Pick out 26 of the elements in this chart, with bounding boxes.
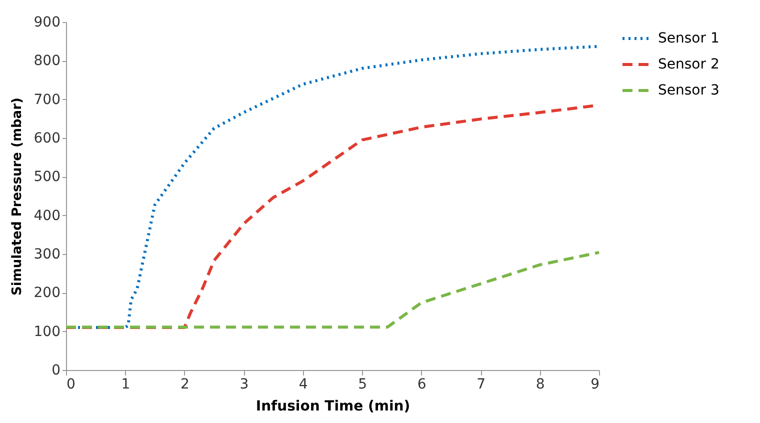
y-tick-label: 900 (34, 14, 60, 30)
y-axis-title: Simulated Pressure (mbar) (10, 98, 25, 296)
line-series (64, 250, 600, 329)
y-tick-label: 300 (34, 246, 60, 262)
y-tick-label: 100 (34, 324, 60, 340)
x-tick-label: 0 (66, 376, 76, 392)
x-tick-label: 2 (180, 376, 190, 392)
legend-label: Sensor 2 (658, 56, 720, 72)
y-tick-label: 400 (34, 208, 60, 224)
legend-label: Sensor 1 (658, 30, 720, 46)
x-tick-label: 5 (358, 376, 368, 392)
y-tick-label: 0 (52, 362, 60, 378)
legend-label: Sensor 3 (658, 82, 720, 98)
x-tick-label: 4 (298, 376, 308, 392)
x-axis-title: Infusion Time (min) (256, 398, 410, 414)
y-tick-label: 200 (34, 285, 60, 302)
x-tick-label: 9 (590, 376, 600, 392)
x-tick-label: 8 (536, 376, 545, 392)
y-tick-label: 600 (34, 130, 60, 146)
x-tick-label: 7 (476, 376, 486, 392)
y-tick-label: 700 (34, 92, 60, 108)
y-tick-label: 500 (34, 169, 60, 186)
x-tick-label: 1 (121, 376, 130, 392)
x-tick-label: 3 (240, 376, 249, 392)
y-tick-label: 800 (34, 53, 60, 70)
x-tick-label: 6 (417, 376, 426, 392)
